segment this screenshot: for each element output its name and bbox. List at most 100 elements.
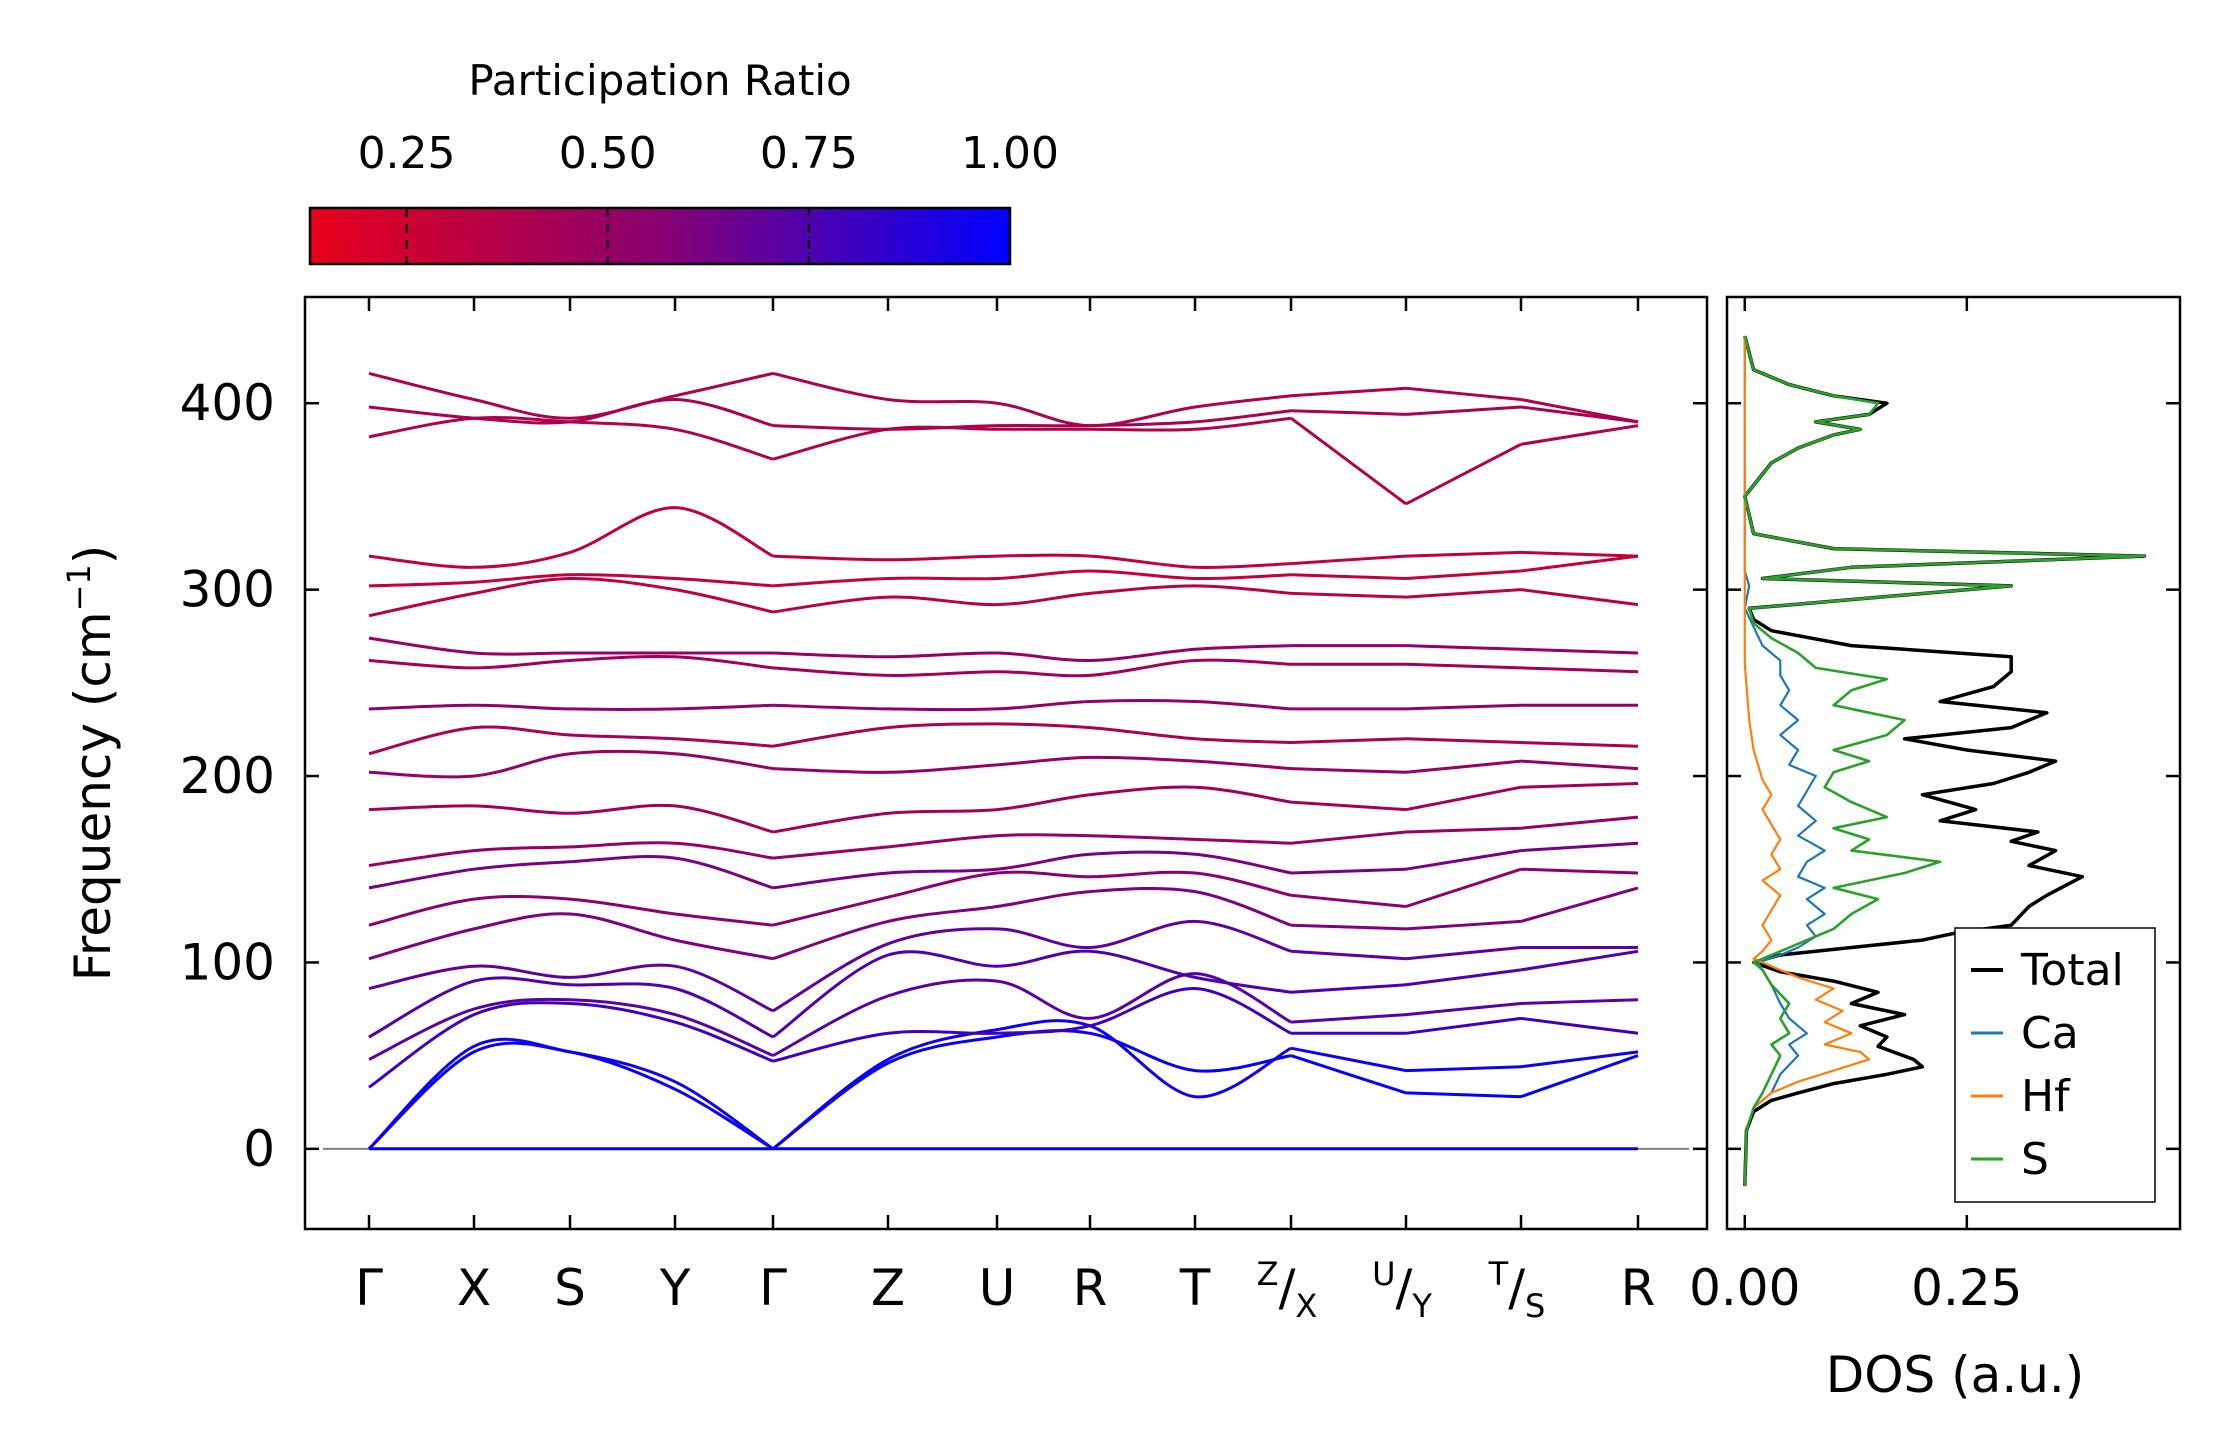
dos-curve-s [1743,335,2146,1187]
colorbar-tick-label: 1.00 [961,128,1059,179]
phonon-band [1405,1065,1522,1073]
phonon-band [772,1019,1292,1150]
dos-curve-hf [1743,336,1871,1187]
phonon-band [1290,830,1407,845]
phonon-band [772,886,1292,961]
dos-axes-frame [1725,295,2182,1231]
phonon-band [772,833,1292,860]
high-symmetry-point-label: R [1621,1259,1656,1317]
dos-curves [1743,335,2147,1187]
high-symmetry-point-label: Γ [759,1259,787,1317]
phonon-band [772,644,1292,663]
phonon-band [1520,1050,1639,1069]
phonon-band [1290,949,1407,961]
high-symmetry-point-label: R [1073,1259,1108,1317]
band-y-tick-label: 400 [180,374,275,432]
phonon-band [772,416,1292,461]
phonon-band [1290,416,1407,506]
phonon-band [772,584,1292,614]
colorbar-title: Participation Ratio [468,56,851,105]
phonon-band [1405,826,1522,834]
band-y-tick-label: 100 [180,933,275,991]
colorbar-tick-label: 0.25 [358,128,456,179]
dos-legend: Total Ca Hf S [1954,927,2156,1203]
phonon-band [368,573,774,588]
dos-x-tick-label: 0.25 [1911,1259,2022,1317]
phonon-band [772,870,1292,927]
phonon-band [772,949,1292,1039]
phonon-band [1405,867,1522,908]
phonon-band [1290,867,1407,875]
high-symmetry-point-label: Z/X [1257,1255,1318,1325]
phonon-band [367,1041,774,1151]
phonon-band [368,912,774,961]
phonon-band [367,1037,774,1151]
dos-ticks: 0.00 0.25 [1689,297,2180,1317]
phonon-band [772,553,1292,570]
phonon-band [1405,737,1522,744]
phonon-band [1520,867,1639,875]
phonon-band [1405,946,1522,961]
phonon-band [1520,886,1639,923]
phonon-band [1405,644,1522,651]
high-symmetry-point-label: X [457,1259,491,1317]
band-axes-frame [303,295,1709,1231]
phonon-band [1405,785,1522,812]
band-x-ticks: Γ X S Y Γ Z U R T Z/XU/YT/S R [355,297,1655,1325]
phonon-band [1520,815,1639,830]
phonon-band [1405,1002,1522,1017]
phonon-band [772,699,1292,712]
phonon-band [1290,554,1407,566]
band-y-tick-label: 300 [180,561,275,619]
legend-box [1954,927,2156,1203]
phonon-band [368,749,774,779]
colorbar-tick-label: 0.75 [760,128,858,179]
high-symmetry-point-label: Z [871,1259,905,1317]
phonon-band [368,703,774,711]
phonon-band [368,803,774,834]
band-y-ticks: 0 100 200 300 400 [180,374,1707,1178]
high-symmetry-point-label: S [554,1259,586,1317]
phonon-band [1290,573,1407,580]
phonon-band [368,576,774,618]
phonon-band [772,785,1292,834]
phonon-band [772,1029,1292,1151]
phonon-band [1405,569,1522,580]
phonon-band [772,371,1292,428]
phonon-band [368,725,774,756]
phonon-band [368,894,774,927]
phonon-band [1290,1046,1407,1073]
phonon-band [1520,741,1639,748]
phonon-band [1520,998,1639,1005]
dos-x-axis-label: DOS (a.u.) [1826,1346,2085,1404]
phonon-band [368,636,773,656]
band-y-tick-label: 200 [180,747,275,805]
phonon-band [1290,409,1407,416]
phonon-band [368,963,774,1013]
phonon-band [1290,1013,1407,1024]
phonon-band [1520,550,1639,558]
phonon-band [1520,1054,1639,1099]
phonon-band [1290,767,1407,774]
phonon-band [1405,386,1522,401]
phonon-band [1290,800,1407,812]
phonon-band [1520,1016,1639,1035]
dos-panel: 0.00 0.25 DOS (a.u.) Total Ca Hf S [1689,295,2182,1404]
colorbar: Participation Ratio 0.25 0.50 0.75 1.00 [308,56,1059,266]
band-y-tick-label: 0 [243,1120,275,1178]
phonon-band [1290,737,1407,744]
phonon-band [1405,1016,1522,1035]
phonon-band [368,654,774,670]
high-symmetry-point-label: U/Y [1372,1255,1432,1325]
phonon-bands [367,371,1639,1151]
colorbar-gradient [308,206,1012,266]
phonon-band [368,371,774,420]
phonon-band [1405,588,1522,599]
phonon-band [1520,588,1639,607]
phonon-band [1520,398,1639,424]
phonon-band [772,569,1292,588]
phonon-band [772,755,1292,774]
legend-label: Total [2020,945,2124,996]
